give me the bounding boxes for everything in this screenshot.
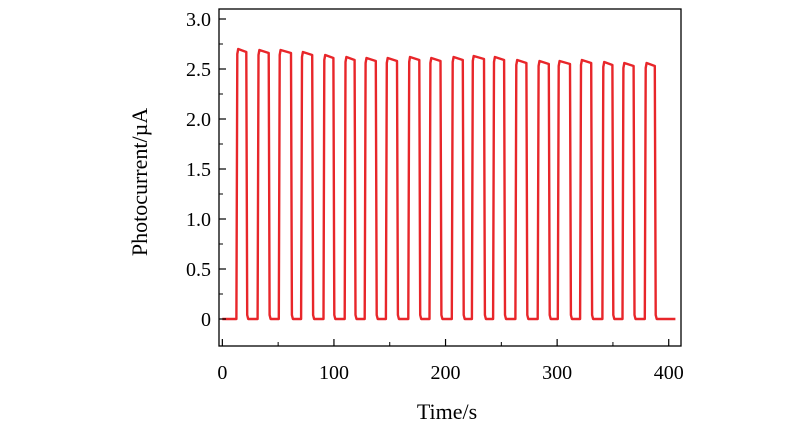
- x-tick-label: 400: [654, 362, 684, 384]
- y-tick-label: 1.0: [186, 209, 211, 231]
- x-tick-label: 0: [217, 362, 227, 384]
- photocurrent-line: [222, 47, 676, 321]
- series-layer: [222, 47, 676, 321]
- y-tick-label: 1.5: [186, 159, 211, 181]
- y-tick-label: 3.0: [186, 9, 211, 31]
- axes: [218, 8, 682, 347]
- y-tick-label: 2.5: [186, 59, 211, 81]
- x-tick-label: 300: [542, 362, 572, 384]
- y-axis-label: Photocurrent/µA: [127, 108, 152, 256]
- y-tick-label: 0.5: [186, 259, 211, 281]
- x-tick-label: 200: [431, 362, 461, 384]
- x-tick-label: 100: [319, 362, 349, 384]
- y-tick-label: 2.0: [186, 109, 211, 131]
- x-axis-label: Time/s: [417, 399, 477, 424]
- ticks-layer: 0 0.5 1.0 1.5 2.0 2.5 3.0 0 100 200 300 400: [186, 9, 684, 384]
- y-tick-label: 0: [201, 309, 211, 331]
- plot-frame: [218, 8, 682, 347]
